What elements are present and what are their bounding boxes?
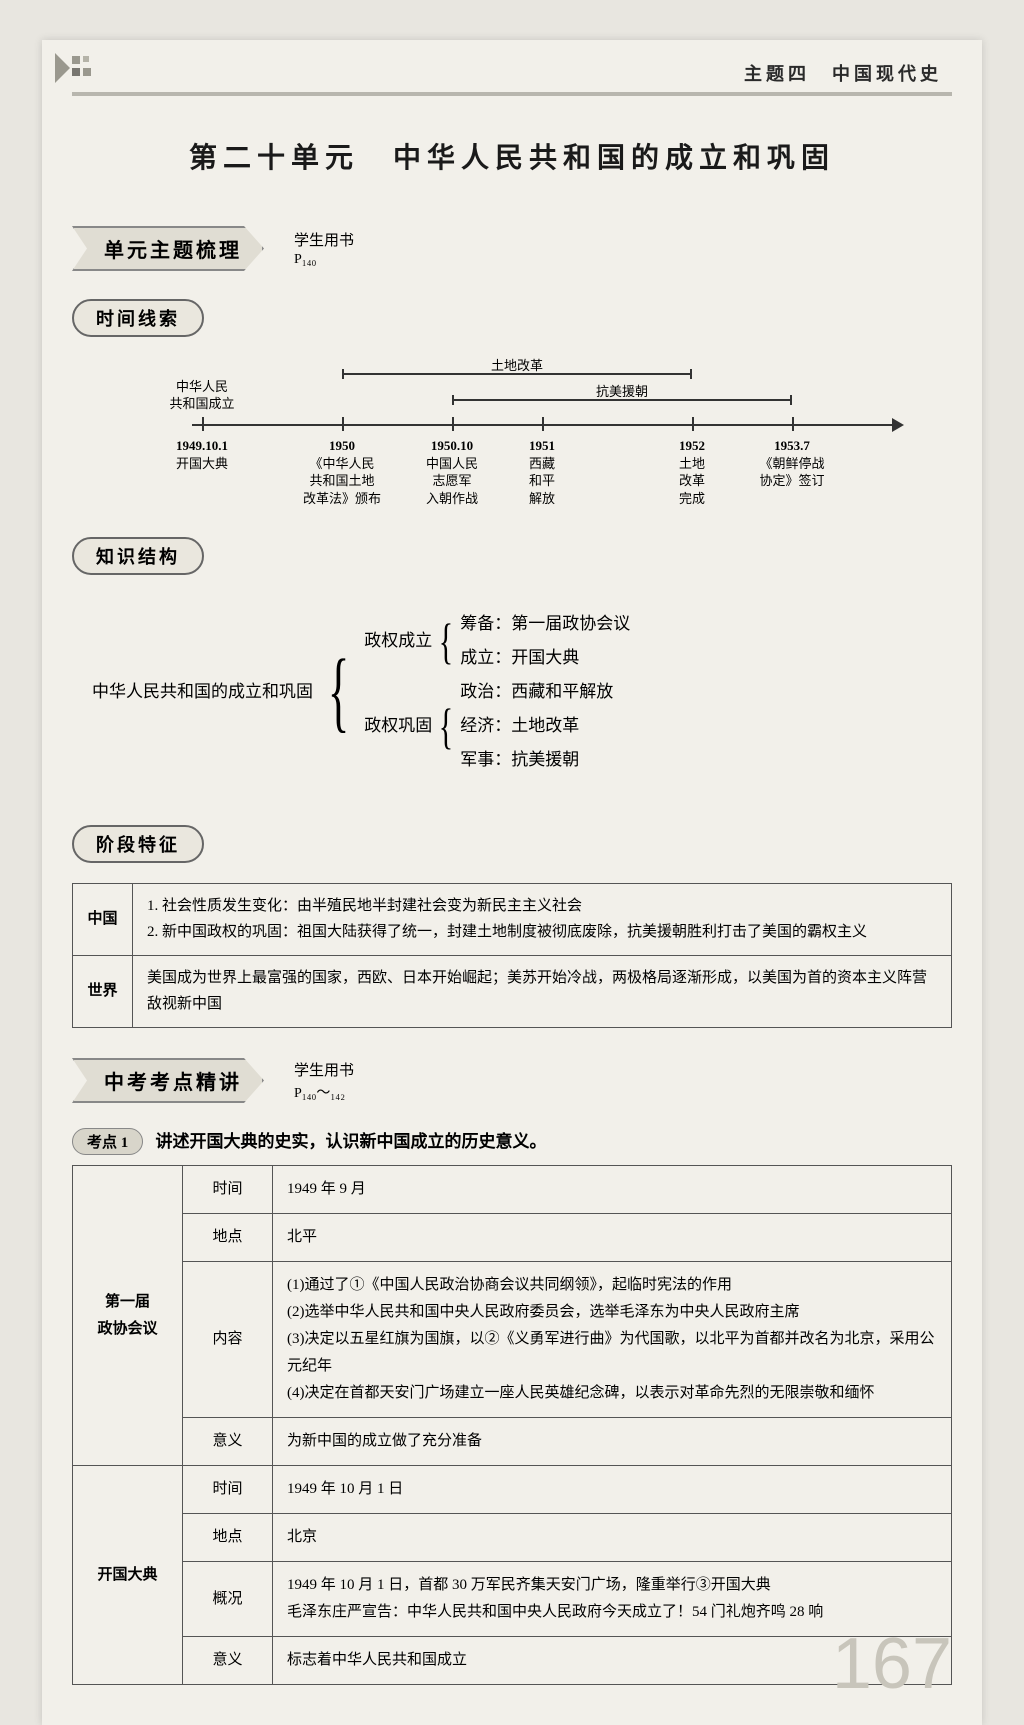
branch2-item: 军事：抗美援朝 xyxy=(460,743,613,777)
cell-val: 北平 xyxy=(273,1214,952,1262)
sub-head: 地点 xyxy=(183,1214,273,1262)
section2-header: 中考考点精讲 学生用书 P₁₄₀～₁₄₂ xyxy=(72,1048,952,1113)
corner-logo xyxy=(50,48,100,88)
timeline-tick xyxy=(452,417,454,431)
branch2-item: 政治：西藏和平解放 xyxy=(460,675,613,709)
exam-table: 第一届政协会议 时间 1949 年 9 月 地点 北平 内容 (1)通过了①《中… xyxy=(72,1165,952,1685)
timeline-tick-label: 1950《中华人民共和国土地改革法》颁布 xyxy=(303,437,381,507)
table-row: 地点 北平 xyxy=(73,1214,952,1262)
struct-root-text: 中华人民共和国的成立和巩固 xyxy=(92,675,313,709)
stage-table: 中国 1. 社会性质发生变化：由半殖民地半封建社会变为新民主主义社会2. 新中国… xyxy=(72,883,952,1028)
sub-head: 时间 xyxy=(183,1466,273,1514)
table-row: 中国 1. 社会性质发生变化：由半殖民地半封建社会变为新民主主义社会2. 新中国… xyxy=(73,884,952,956)
ref-line2: P₁₄₀～₁₄₂ xyxy=(294,1082,354,1102)
exam-point-line: 考点 1 讲述开国大典的史实，认识新中国成立的历史意义。 xyxy=(72,1127,952,1155)
tl-span1-label: 土地改革 xyxy=(491,355,543,374)
sub-head: 时间 xyxy=(183,1166,273,1214)
table-row: 内容 (1)通过了①《中国人民政治协商会议共同纲领》，起临时宪法的作用(2)选举… xyxy=(73,1262,952,1418)
group2-head: 开国大典 xyxy=(73,1466,183,1685)
header-theme: 主题四 中国现代史 xyxy=(72,60,952,96)
tl-above-left: 中华人民共和国成立 xyxy=(169,379,234,413)
table-row: 第一届政协会议 时间 1949 年 9 月 xyxy=(73,1166,952,1214)
branch1-item: 筹备：第一届政协会议 xyxy=(460,607,630,641)
cell-val: 为新中国的成立做了充分准备 xyxy=(273,1418,952,1466)
sub-head: 意义 xyxy=(183,1637,273,1685)
stage-china-label: 中国 xyxy=(73,884,133,956)
section2-badge-wrap: 中考考点精讲 xyxy=(72,1058,264,1103)
brace-icon: { xyxy=(439,624,453,659)
ref-line2: P₁₄₀ xyxy=(294,252,354,268)
branch1-title: 政权成立 xyxy=(364,624,432,658)
timeline-tick-label: 1949.10.1开国大典 xyxy=(176,437,228,472)
sub-head: 意义 xyxy=(183,1418,273,1466)
sub-head: 地点 xyxy=(183,1514,273,1562)
tl-span2-label: 抗美援朝 xyxy=(596,381,648,400)
cell-val: 北京 xyxy=(273,1514,952,1562)
ref-line1: 学生用书 xyxy=(294,229,354,250)
structure-diagram: 中华人民共和国的成立和巩固 { 政权成立 { 筹备：第一届政协会议 成立：开国大… xyxy=(92,607,932,777)
timeline-tick xyxy=(792,417,794,431)
timeline-tick-label: 1950.10中国人民志愿军入朝作战 xyxy=(426,437,478,507)
timeline: 中华人民共和国成立 土地改革 抗美援朝 1949.10.1开国大典1950《中华… xyxy=(192,359,932,499)
section1-header: 单元主题梳理 学生用书 P₁₄₀ xyxy=(72,216,952,281)
table-row: 概况 1949 年 10 月 1 日，首都 30 万军民齐集天安门广场，隆重举行… xyxy=(73,1562,952,1637)
ref-line1: 学生用书 xyxy=(294,1059,354,1080)
brace-icon: { xyxy=(328,656,350,728)
cell-val: 1949 年 9 月 xyxy=(273,1166,952,1214)
sub-head: 概况 xyxy=(183,1562,273,1637)
branch2-title: 政权巩固 xyxy=(364,709,432,743)
timeline-tick-label: 1952土地改革完成 xyxy=(679,437,705,507)
section2-ref: 学生用书 P₁₄₀～₁₄₂ xyxy=(294,1059,354,1102)
timeline-tick xyxy=(202,417,204,431)
sub-head: 内容 xyxy=(183,1262,273,1418)
exam-badge: 考点 1 xyxy=(72,1128,143,1155)
timeline-tick xyxy=(542,417,544,431)
table-row: 世界 美国成为世界上最富强的国家，西欧、日本开始崛起；美苏开始冷战，两极格局逐渐… xyxy=(73,956,952,1028)
section1-badge-wrap: 单元主题梳理 xyxy=(72,226,264,271)
brace-icon: { xyxy=(439,709,453,744)
timeline-label: 时间线索 xyxy=(72,299,204,337)
cell-val: (1)通过了①《中国人民政治协商会议共同纲领》，起临时宪法的作用(2)选举中华人… xyxy=(273,1262,952,1418)
timeline-tick xyxy=(342,417,344,431)
timeline-tick xyxy=(692,417,694,431)
timeline-tick-label: 1953.7《朝鲜停战协定》签订 xyxy=(759,437,824,490)
page-container: 主题四 中国现代史 第二十单元 中华人民共和国的成立和巩固 单元主题梳理 学生用… xyxy=(42,40,982,1725)
structure-label: 知识结构 xyxy=(72,537,204,575)
exam-title: 讲述开国大典的史实，认识新中国成立的历史意义。 xyxy=(156,1132,547,1151)
group1-head: 第一届政协会议 xyxy=(73,1166,183,1466)
stage-label: 阶段特征 xyxy=(72,825,204,863)
timeline-tick-label: 1951西藏和平解放 xyxy=(529,437,555,507)
section1-ref: 学生用书 P₁₄₀ xyxy=(294,229,354,268)
table-row: 意义 标志着中华人民共和国成立 xyxy=(73,1637,952,1685)
cell-val: 1949 年 10 月 1 日 xyxy=(273,1466,952,1514)
table-row: 开国大典 时间 1949 年 10 月 1 日 xyxy=(73,1466,952,1514)
section2-badge: 中考考点精讲 xyxy=(72,1058,264,1103)
branch1-item: 成立：开国大典 xyxy=(460,641,630,675)
stage-china-text: 1. 社会性质发生变化：由半殖民地半封建社会变为新民主主义社会2. 新中国政权的… xyxy=(133,884,952,956)
page-number: 167 xyxy=(832,1623,952,1705)
table-row: 意义 为新中国的成立做了充分准备 xyxy=(73,1418,952,1466)
table-row: 地点 北京 xyxy=(73,1514,952,1562)
branch2-item: 经济：土地改革 xyxy=(460,709,613,743)
stage-world-text: 美国成为世界上最富强的国家，西欧、日本开始崛起；美苏开始冷战，两极格局逐渐形成，… xyxy=(133,956,952,1028)
main-title: 第二十单元 中华人民共和国的成立和巩固 xyxy=(72,136,952,176)
stage-world-label: 世界 xyxy=(73,956,133,1028)
section1-badge: 单元主题梳理 xyxy=(72,226,264,271)
